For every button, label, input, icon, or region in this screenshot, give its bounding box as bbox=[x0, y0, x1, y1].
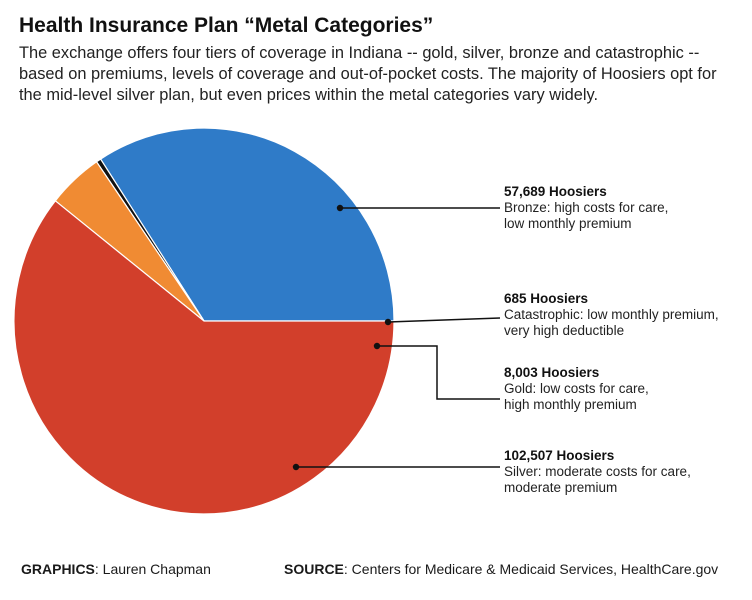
chart-title: Health Insurance Plan “Metal Categories” bbox=[19, 14, 434, 37]
slice-desc-label-gold-1: Gold: low costs for care, bbox=[504, 381, 649, 396]
source-credit-name: : Centers for Medicare & Medicaid Servic… bbox=[343, 561, 719, 577]
slice-count-label-gold: 8,003 Hoosiers bbox=[504, 365, 599, 380]
chart-subtitle: The exchange offers four tiers of covera… bbox=[19, 44, 717, 104]
slice-count-label-catastrophic: 685 Hoosiers bbox=[504, 291, 588, 306]
slice-desc-label-catastrophic-2: very high deductible bbox=[504, 323, 624, 338]
leader-dot-silver bbox=[292, 463, 300, 471]
slice-desc-label-bronze-1: Bronze: high costs for care, bbox=[504, 200, 668, 215]
source-credit: SOURCE: Centers for Medicare & Medicaid … bbox=[284, 561, 718, 577]
slice-count-label-bronze: 57,689 Hoosiers bbox=[504, 184, 607, 199]
leader-dot-catastrophic bbox=[384, 318, 392, 326]
pie-slice-bronze bbox=[99, 127, 395, 322]
slice-desc-label-bronze-2: low monthly premium bbox=[504, 216, 632, 231]
slice-desc-label-silver-1: Silver: moderate costs for care, bbox=[504, 464, 691, 479]
slice-desc-label-gold-2: high monthly premium bbox=[504, 397, 637, 412]
leader-line-catastrophic bbox=[387, 317, 501, 323]
graphics-credit-label: GRAPHICS bbox=[21, 561, 95, 577]
graphics-credit: GRAPHICS: Lauren Chapman bbox=[21, 561, 211, 577]
source-credit-label: SOURCE bbox=[284, 561, 344, 577]
graphics-credit-name: : Lauren Chapman bbox=[94, 561, 211, 577]
leader-dot-bronze bbox=[336, 204, 344, 212]
slice-desc-label-catastrophic-1: Catastrophic: low monthly premium, bbox=[504, 307, 719, 322]
slice-count-label-silver: 102,507 Hoosiers bbox=[504, 448, 614, 463]
pie-slice-silver bbox=[13, 199, 395, 515]
slice-desc-label-silver-2: moderate premium bbox=[504, 480, 617, 495]
leader-dot-gold bbox=[373, 342, 381, 350]
leader-line-gold bbox=[377, 345, 500, 400]
